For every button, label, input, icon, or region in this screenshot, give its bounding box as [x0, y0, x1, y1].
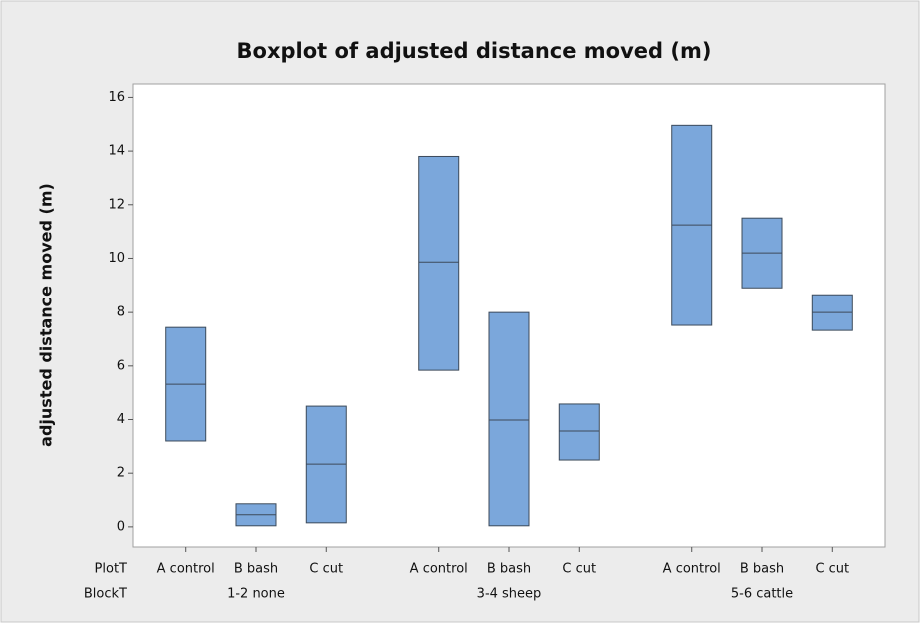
y-tick-label: 16	[108, 90, 125, 105]
group-label: 3-4 sheep	[477, 587, 542, 602]
x-tick-label: A control	[157, 562, 215, 577]
group-label: 5-6 cattle	[731, 587, 793, 602]
row-label: PlotT	[95, 562, 128, 577]
y-tick-label: 14	[108, 144, 125, 159]
x-tick-label: B bash	[740, 562, 784, 577]
box	[811, 294, 853, 331]
x-tick-label: B bash	[234, 562, 278, 577]
y-axis-label: adjusted distance moved (m)	[37, 183, 56, 447]
box	[488, 311, 530, 527]
y-tick-label: 8	[117, 305, 125, 320]
y-tick-label: 2	[117, 466, 125, 481]
box	[418, 155, 460, 371]
box	[558, 403, 600, 461]
x-tick-label: B bash	[487, 562, 531, 577]
y-tick-label: 10	[108, 251, 125, 266]
chart-title: Boxplot of adjusted distance moved (m)	[237, 39, 712, 63]
x-tick-label: C cut	[815, 562, 849, 577]
y-tick-label: 12	[108, 197, 125, 212]
y-tick-label: 0	[117, 519, 125, 534]
group-label: 1-2 none	[227, 587, 285, 602]
y-tick-label: 6	[117, 358, 125, 373]
y-tick-label: 4	[117, 412, 125, 427]
row-label: BlockT	[84, 587, 127, 602]
x-tick-label: A control	[410, 562, 468, 577]
x-tick-label: A control	[663, 562, 721, 577]
x-tick-label: C cut	[562, 562, 596, 577]
x-tick-label: C cut	[309, 562, 343, 577]
